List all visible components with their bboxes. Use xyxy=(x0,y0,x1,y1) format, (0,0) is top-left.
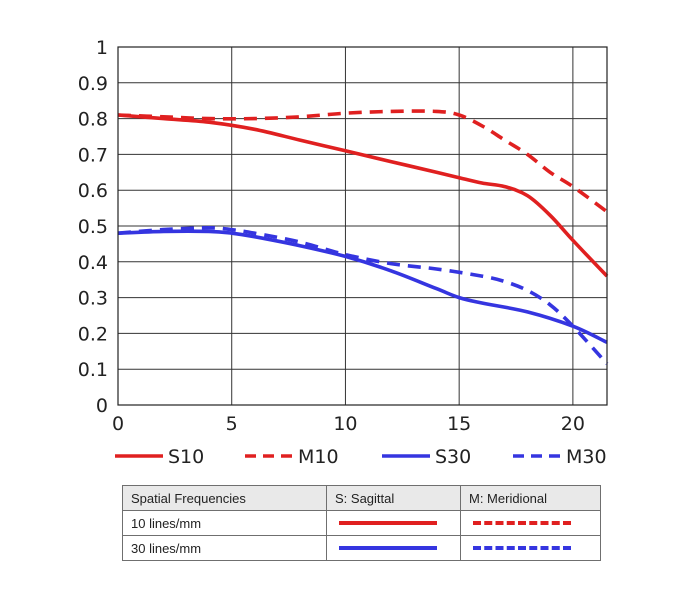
legend-label-s10: S10 xyxy=(168,446,204,468)
solid-line-swatch xyxy=(339,521,437,525)
y-tick-label: 0 xyxy=(96,395,108,417)
y-tick-label: 0.5 xyxy=(78,216,108,238)
y-tick-label: 0.4 xyxy=(78,252,108,274)
mtf-chart: 0 5 10 15 20 0 0.1 0.2 0.3 0.4 0.5 0.6 0.7 0.8 0.9 1 S… xyxy=(78,37,609,468)
y-tick-label: 0.3 xyxy=(78,288,108,310)
row-label-10: 10 lines/mm xyxy=(122,510,327,536)
plot-frame xyxy=(117,46,608,406)
frequency-legend-table: Spatial Frequencies S: Sagittal M: Merid… xyxy=(122,485,601,561)
dashed-line-swatch xyxy=(473,521,571,525)
y-tick-label: 0.2 xyxy=(78,323,108,345)
header-meridional: M: Meridional xyxy=(460,485,601,511)
legend-label-m30: M30 xyxy=(566,446,607,468)
sagittal-30-swatch-cell xyxy=(326,535,461,561)
y-tick-label: 0.6 xyxy=(78,180,108,202)
y-tick-label: 0.7 xyxy=(78,144,108,166)
header-sagittal: S: Sagittal xyxy=(326,485,461,511)
x-tick-label: 0 xyxy=(112,413,124,435)
series-line-s30 xyxy=(117,229,608,345)
chart-grid xyxy=(117,46,607,406)
sagittal-10-swatch-cell xyxy=(326,510,461,536)
y-tick-label: 0.9 xyxy=(78,73,108,95)
x-tick-label: 20 xyxy=(561,413,585,435)
table-header-row: Spatial Frequencies S: Sagittal M: Merid… xyxy=(122,485,601,511)
x-tick-label: 5 xyxy=(226,413,238,435)
meridional-10-swatch-cell xyxy=(460,510,601,536)
legend-label-m10: M10 xyxy=(298,446,339,468)
dashed-line-swatch xyxy=(473,546,571,550)
x-tick-label: 10 xyxy=(333,413,357,435)
table-row: 30 lines/mm xyxy=(122,535,601,561)
series-line-m30 xyxy=(117,226,609,366)
y-tick-label: 0.1 xyxy=(78,359,108,381)
x-tick-label: 15 xyxy=(447,413,471,435)
row-label-30: 30 lines/mm xyxy=(122,535,327,561)
y-axis-ticks: 0 0.1 0.2 0.3 0.4 0.5 0.6 0.7 0.8 0.9 1 xyxy=(78,37,108,417)
y-tick-label: 0.8 xyxy=(78,109,108,131)
table-row: 10 lines/mm xyxy=(122,510,601,536)
chart-series xyxy=(117,109,609,366)
solid-line-swatch xyxy=(339,546,437,550)
legend-label-s30: S30 xyxy=(435,446,471,468)
header-spatial-frequencies: Spatial Frequencies xyxy=(122,485,327,511)
series-line-m10 xyxy=(117,109,609,214)
x-axis-ticks: 0 5 10 15 20 xyxy=(112,413,585,435)
meridional-30-swatch-cell xyxy=(460,535,601,561)
y-tick-label: 1 xyxy=(96,37,108,59)
series-line-s10 xyxy=(117,113,609,278)
chart-legend: S10 M10 S30 M30 xyxy=(115,446,607,468)
